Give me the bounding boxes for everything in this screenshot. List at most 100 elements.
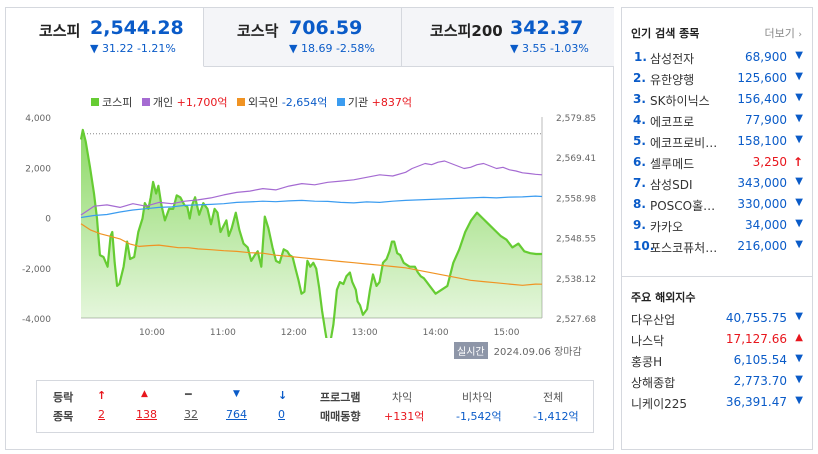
legend-institution[interactable]: 기관 +837억 xyxy=(336,94,412,110)
upper-limit-count[interactable]: 2 xyxy=(98,408,105,421)
rise-icon: ▲ xyxy=(141,389,148,399)
program-total-header: 전체 xyxy=(543,391,564,404)
flat-count[interactable]: 32 xyxy=(184,408,198,421)
x-tick: 14:00 xyxy=(423,328,449,338)
tab-change: ▼ 31.22 -1.21% xyxy=(90,42,176,55)
market-index-panel: 코스피 2,544.28 ▼ 31.22 -1.21% 코스닥 706.59 ▼… xyxy=(5,7,614,450)
chart-legend: 코스피 개인 +1,700억 외국인 -2,654억 기관 +837억 xyxy=(91,94,418,110)
tab-price: 342.37 xyxy=(510,17,584,39)
stock-price: 77,900 xyxy=(745,113,787,127)
series-line-foreign xyxy=(80,223,543,286)
y-tick-right: 2,538.12 xyxy=(556,275,596,285)
popular-stock-item[interactable]: 2. 유한양행 125,600 ▼ xyxy=(631,71,809,93)
y-tick-right: 2,548.55 xyxy=(556,235,596,245)
stock-price: 125,600 xyxy=(737,71,787,85)
stock-name: 에코프로 xyxy=(650,115,695,129)
down-triangle-icon: ▼ xyxy=(795,218,803,229)
overseas-index-item[interactable]: 니케이225 36,391.47 ▼ xyxy=(631,395,809,417)
index-price: 36,391.47 xyxy=(725,395,787,409)
advance-decline-label: 종목 xyxy=(53,410,74,423)
overseas-index-item[interactable]: 상해종합 2,773.70 ▼ xyxy=(631,374,809,396)
down-triangle-icon: ▼ xyxy=(795,176,803,187)
more-link[interactable]: 더보기 › xyxy=(765,25,802,41)
down-triangle-icon: ▼ xyxy=(795,71,803,82)
overseas-index-item[interactable]: 홍콩H 6,105.54 ▼ xyxy=(631,353,809,375)
legend-kospi[interactable]: 코스피 xyxy=(91,94,132,110)
popular-stock-item[interactable]: 7. 삼성SDI 343,000 ▼ xyxy=(631,176,809,198)
fall-icon: ▼ xyxy=(233,389,240,399)
index-price: 2,773.70 xyxy=(733,374,787,388)
down-triangle-icon: ▼ xyxy=(795,134,803,145)
series-line-kospi xyxy=(79,128,542,338)
chart-date: 2024.09.06 xyxy=(493,347,551,358)
popular-stock-item[interactable]: 4. 에코프로 77,900 ▼ xyxy=(631,113,809,135)
down-triangle-icon: ▼ xyxy=(795,311,803,322)
tab-kospi[interactable]: 코스피 2,544.28 ▼ 31.22 -1.21% xyxy=(6,8,204,67)
popular-stock-item[interactable]: 10. 포스코퓨처… 216,000 ▼ xyxy=(631,239,809,261)
down-triangle-icon: ▼ xyxy=(795,113,803,124)
stock-price: 34,000 xyxy=(745,218,787,232)
market-status: 장마감 xyxy=(554,347,582,358)
divider xyxy=(622,276,812,277)
x-tick: 15:00 xyxy=(494,328,520,338)
arbitrage-header: 차익 xyxy=(392,391,413,404)
y-tick-right: 2,558.98 xyxy=(556,194,596,204)
rank-number: 8. xyxy=(633,197,646,211)
legend-swatch xyxy=(91,98,99,106)
legend-swatch xyxy=(336,98,345,106)
legend-individual[interactable]: 개인 +1,700억 xyxy=(141,94,227,110)
trade-summary: 등락 종목 ↑ 2 ▲ 138 ━ 32 ▼ 764 ↓ 0 프로그램 매매동향… xyxy=(36,380,594,433)
down-triangle-icon: ▼ xyxy=(795,197,803,208)
x-tick: 10:00 xyxy=(139,328,165,338)
popular-stock-item[interactable]: 1. 삼성전자 68,900 ▼ xyxy=(631,50,809,72)
overseas-index-item[interactable]: 나스닥 17,127.66 ▲ xyxy=(631,332,809,354)
popular-stock-item[interactable]: 8. POSCO홀… 330,000 ▼ xyxy=(631,197,809,219)
more-label: 더보기 xyxy=(764,27,795,40)
stock-price: 156,400 xyxy=(737,92,787,106)
down-triangle-icon: ▼ xyxy=(795,50,803,61)
popular-stock-item[interactable]: 3. SK하이닉스 156,400 ▼ xyxy=(631,92,809,114)
y-tick-left: 4,000 xyxy=(25,114,51,124)
legend-label: 개인 xyxy=(152,96,174,109)
down-triangle-icon: ▼ xyxy=(795,353,803,364)
index-price: 6,105.54 xyxy=(733,353,787,367)
upper-limit-icon: ↑ xyxy=(97,389,107,402)
rise-count[interactable]: 138 xyxy=(136,408,157,421)
x-tick: 13:00 xyxy=(352,328,378,338)
rank-number: 5. xyxy=(633,134,646,148)
y-tick-left: 2,000 xyxy=(25,164,51,174)
lower-limit-count[interactable]: 0 xyxy=(278,408,285,421)
side-panel: 인기 검색 종목 더보기 › 1. 삼성전자 68,900 ▼ 2. 유한양행 125,60… xyxy=(621,7,813,450)
upper-limit-icon: ↑ xyxy=(792,155,803,169)
down-triangle-icon: ▼ xyxy=(795,92,803,103)
up-triangle-icon: ▲ xyxy=(795,332,803,343)
popular-stock-item[interactable]: 6. 셀루메드 3,250 ↑ xyxy=(631,155,809,177)
legend-value: -2,654억 xyxy=(281,96,328,109)
stock-name: SK하이닉스 xyxy=(650,94,710,108)
lower-limit-icon: ↓ xyxy=(278,389,288,402)
tab-kosdaq[interactable]: 코스닥 706.59 ▼ 18.69 -2.58% xyxy=(204,8,402,67)
stock-name: 유한양행 xyxy=(650,73,695,87)
stock-name: POSCO홀… xyxy=(650,199,716,213)
legend-foreign[interactable]: 외국인 -2,654억 xyxy=(236,94,328,110)
program-trading-label: 매매동향 xyxy=(320,410,361,423)
stock-name: 포스코퓨처… xyxy=(650,241,718,255)
tab-name: 코스닥 xyxy=(237,22,279,40)
legend-label: 코스피 xyxy=(102,96,133,109)
tab-change: ▼ 18.69 -2.58% xyxy=(289,42,375,55)
index-name: 홍콩H xyxy=(631,355,663,369)
intraday-chart[interactable]: 4,000 2,000 0 -2,000 -4,000 2,579.85 2,569.41 2… xyxy=(11,113,611,338)
fall-count[interactable]: 764 xyxy=(226,408,247,421)
index-name: 상해종합 xyxy=(631,376,676,390)
tab-kospi200[interactable]: 코스피200 342.37 ▼ 3.55 -1.03% xyxy=(402,8,614,67)
y-tick-right: 2,569.41 xyxy=(556,154,596,164)
realtime-badge: 실시간 xyxy=(454,342,488,359)
index-price: 40,755.75 xyxy=(725,311,787,325)
rank-number: 2. xyxy=(633,71,646,85)
program-trading-label: 프로그램 xyxy=(320,391,361,404)
tab-name: 코스피200 xyxy=(430,22,503,40)
overseas-index-item[interactable]: 다우산업 40,755.75 ▼ xyxy=(631,311,809,333)
popular-stock-item[interactable]: 5. 에코프로비… 158,100 ▼ xyxy=(631,134,809,156)
chevron-right-icon: › xyxy=(798,30,802,40)
popular-stock-item[interactable]: 9. 카카오 34,000 ▼ xyxy=(631,218,809,240)
